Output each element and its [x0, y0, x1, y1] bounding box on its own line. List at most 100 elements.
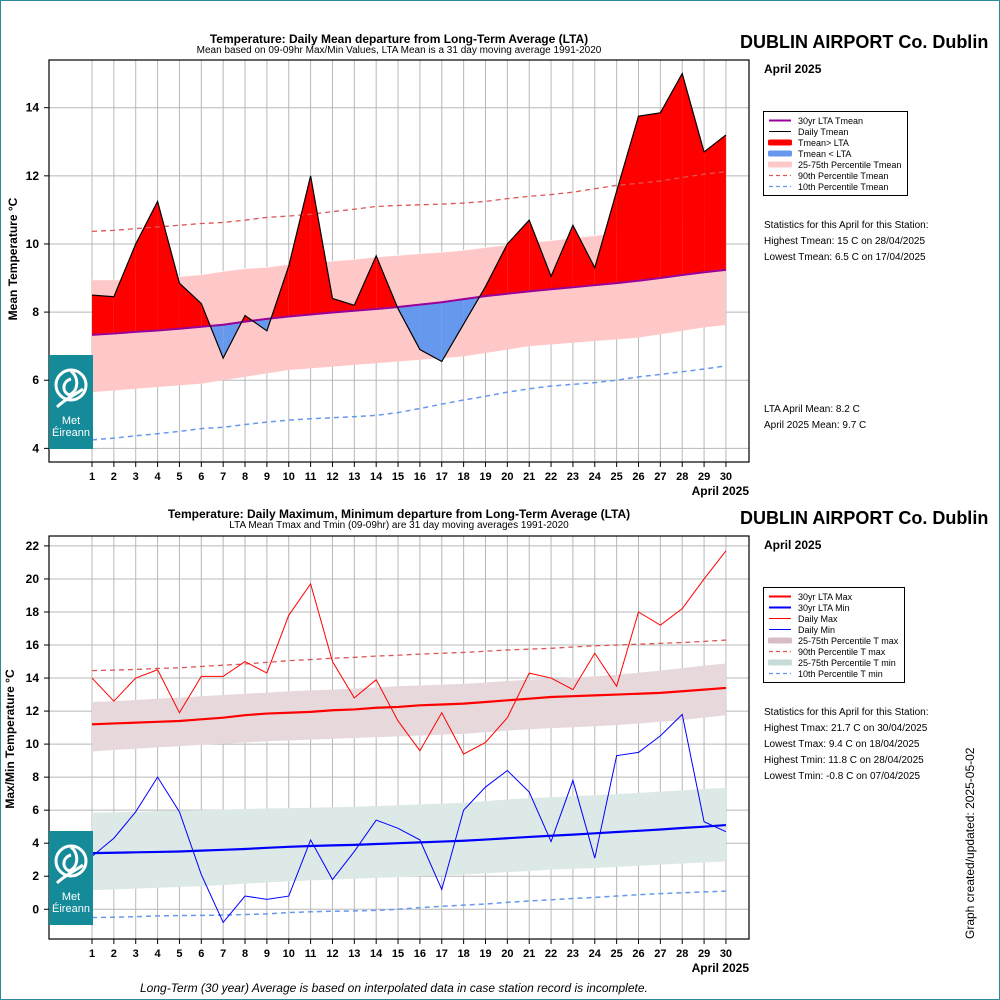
- chart2-lta-min-line: [91, 823, 727, 855]
- legend-swatch-pink-band: [767, 161, 793, 168]
- chart1-x-tick-label: 29: [698, 471, 710, 483]
- chart1-p10-line: [91, 365, 727, 441]
- chart1-x-tick-label: 17: [436, 471, 448, 483]
- chart2-x-tick-label: 24: [589, 948, 602, 960]
- chart2-x-tick-label: 10: [283, 948, 295, 960]
- chart2-stats: Statistics for this April for this Stati…: [764, 705, 929, 785]
- chart1-lta-line: [91, 268, 727, 336]
- chart2-x-tick-label: 4: [155, 948, 162, 960]
- chart1-above-lta-fill: [551, 225, 573, 290]
- chart1-x-axis-label: April 2025: [692, 484, 750, 498]
- legend-label: Daily Min: [798, 624, 836, 635]
- legend-label: 90th Percentile Tmean: [798, 170, 889, 181]
- chart1-x-tick-label: 3: [133, 471, 139, 483]
- chart2-y-tick-label: 10: [26, 737, 40, 751]
- chart1-above-lta-fill: [113, 243, 136, 334]
- chart1-above-lta-fill: [288, 175, 311, 317]
- chart2-x-tick-label: 8: [242, 948, 248, 960]
- legend-swatch-mauve-band: [767, 637, 793, 644]
- chart1-above-lta-fill: [310, 175, 333, 315]
- legend-swatch: [768, 624, 792, 635]
- legend-swatch: [767, 137, 793, 148]
- legend-entry: Daily Min: [768, 624, 898, 635]
- chart2-x-tick-label: 13: [348, 948, 360, 960]
- legend-swatch-red-thick: [767, 139, 793, 146]
- chart2-title: Temperature: Daily Maximum, Minimum depa…: [167, 507, 631, 521]
- chart1-x-tick-label: 26: [632, 471, 644, 483]
- legend-swatch: [767, 635, 793, 646]
- chart1-x-tick-label: 1: [89, 471, 95, 483]
- legend-label: Tmean < LTA: [798, 148, 852, 159]
- chart1-x-tick-label: 9: [264, 471, 270, 483]
- legend-swatch: [768, 181, 792, 192]
- chart1-x-tick-label: 2: [111, 471, 117, 483]
- legend-entry: Tmean> LTA: [767, 137, 901, 148]
- chart2-plot-border: [48, 535, 750, 940]
- chart2-x-tick-label: 17: [436, 948, 448, 960]
- chart2-daily-max-line: [91, 550, 727, 755]
- legend-swatch-red-dash: [769, 650, 791, 653]
- chart2-x-tick-label: 2: [111, 948, 117, 960]
- chart1-stats-lowest: Lowest Tmean: 6.5 C on 17/04/2025: [764, 252, 926, 263]
- chart1-x-tick-label: 23: [567, 471, 579, 483]
- logo-line2: Éireann: [52, 903, 90, 915]
- chart2-stats-highest-tmax: Highest Tmax: 21.7 C on 30/04/2025: [764, 723, 928, 734]
- chart1-above-lta-fill: [704, 134, 726, 273]
- chart2-y-tick-label: 4: [32, 836, 39, 850]
- chart2-y-tick-label: 6: [32, 803, 39, 817]
- legend-swatch-purple-line: [769, 119, 791, 122]
- legend-swatch: [768, 115, 792, 126]
- legend-swatch-teal-band: [767, 659, 793, 666]
- chart2-stats-lowest-tmax: Lowest Tmax: 9.4 C on 18/04/2025: [764, 739, 920, 750]
- chart1-y-tick-label: 4: [32, 441, 39, 455]
- legend-label: Daily Max: [798, 613, 838, 624]
- chart2-stats-heading: Statistics for this April for this Stati…: [764, 707, 929, 718]
- chart1-x-tick-label: 22: [545, 471, 557, 483]
- chart1-x-tick-label: 7: [220, 471, 226, 483]
- chart1-means: LTA April Mean: 8.2 C April 2025 Mean: 9…: [764, 402, 866, 434]
- chart2-y-tick-label: 16: [26, 638, 40, 652]
- legend-swatch: [768, 613, 792, 624]
- legend-swatch: [768, 591, 792, 602]
- chart2-x-tick-label: 16: [414, 948, 426, 960]
- chart2-x-tick-label: 18: [457, 948, 469, 960]
- chart1-month-label: April 2025: [764, 62, 822, 76]
- legend-swatch-blue-thin: [769, 629, 791, 630]
- chart1-x-tick-label: 19: [479, 471, 491, 483]
- chart1-above-lta-fill: [135, 201, 158, 332]
- met-eireann-logo-bottom: Met Éireann: [49, 831, 93, 925]
- legend-swatch: [768, 170, 792, 181]
- chart1-station-name: DUBLIN AIRPORT Co. Dublin: [740, 32, 989, 52]
- legend-entry: Daily Max: [768, 613, 898, 624]
- legend-label: 10th Percentile T min: [798, 668, 883, 679]
- legend-entry: 25-75th Percentile Tmean: [767, 159, 901, 170]
- chart2-y-tick-label: 8: [32, 770, 39, 784]
- logo-line2: Éireann: [52, 427, 90, 439]
- chart1-above-lta-fill: [179, 283, 202, 329]
- chart1-stats-heading: Statistics for this April for this Stati…: [764, 220, 929, 231]
- chart1-legend: 30yr LTA Tmean Daily Tmean Tmean> LTA Tmean…: [763, 111, 909, 196]
- legend-swatch-blue-dash: [769, 672, 791, 675]
- legend-swatch: [767, 657, 793, 668]
- chart2-legend: 30yr LTA Max 30yr LTA Min Daily Max Daily M…: [763, 587, 906, 683]
- chart2-p10-line: [91, 890, 726, 919]
- chart1-p90-line: [91, 171, 727, 233]
- chart2-x-tick-label: 21: [523, 948, 535, 960]
- legend-entry: 30yr LTA Max: [768, 591, 898, 602]
- chart1-above-lta-fill: [638, 112, 661, 281]
- chart1-y-tick-label: 10: [26, 237, 40, 251]
- legend-label: 30yr LTA Min: [798, 602, 850, 613]
- chart1-x-tick-label: 13: [348, 471, 360, 483]
- chart2-month-label: April 2025: [764, 538, 822, 552]
- legend-swatch-red-dash: [769, 174, 791, 177]
- chart1-y-tick-label: 8: [32, 305, 39, 319]
- chart1-x-tick-label: 16: [414, 471, 426, 483]
- logo-line1: Met: [61, 415, 81, 427]
- legend-swatch: [768, 668, 792, 679]
- chart2-x-tick-label: 3: [133, 948, 139, 960]
- chart1-y-tick-label: 12: [26, 169, 40, 183]
- chart2-x-tick-label: 1: [89, 948, 95, 960]
- footer-note: Long-Term (30 year) Average is based on …: [140, 981, 648, 995]
